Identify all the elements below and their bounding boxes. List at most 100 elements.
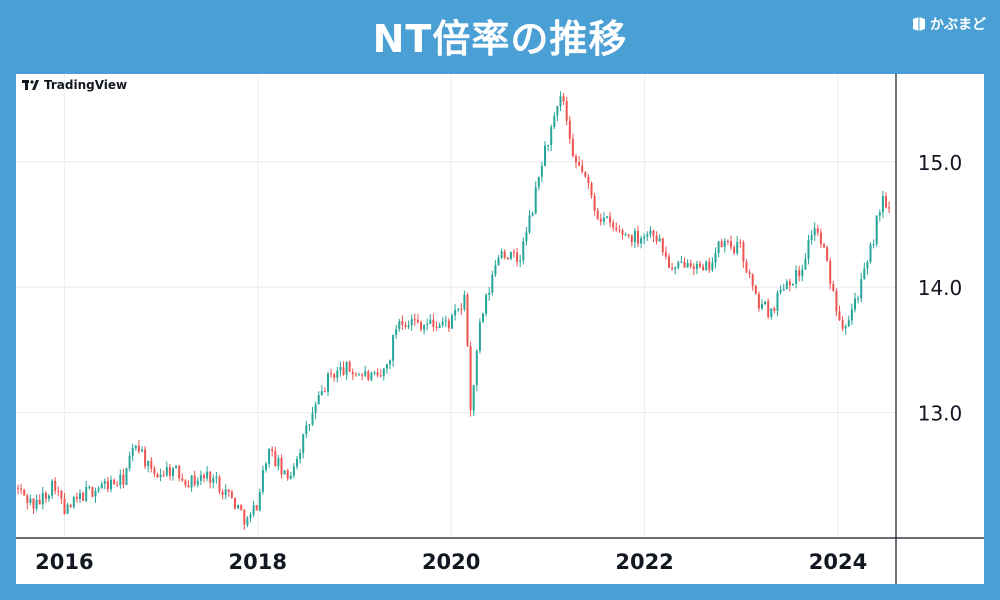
- candle-body: [172, 468, 174, 476]
- candle-body: [785, 281, 788, 290]
- candle-body: [705, 261, 708, 271]
- candle-body: [373, 372, 376, 374]
- candle-body: [175, 465, 178, 469]
- tradingview-label: TradingView: [44, 78, 128, 92]
- chart-panel[interactable]: 13.0 14.0 15.0 2016 2018 2020 2022 2024 Trading…: [16, 74, 984, 584]
- candle-body: [838, 311, 841, 321]
- candle-body: [116, 484, 119, 486]
- candle-body: [875, 215, 878, 245]
- candle-body: [317, 395, 320, 405]
- candle-body: [367, 371, 370, 380]
- candle-body: [637, 230, 639, 244]
- candle-body: [829, 260, 832, 285]
- tradingview-logo: TradingView: [22, 78, 127, 92]
- candle-body: [398, 321, 401, 330]
- candle-body: [739, 242, 742, 244]
- candle-body: [125, 468, 128, 485]
- candle-body: [850, 309, 853, 321]
- candle-body: [801, 269, 804, 277]
- candle-body: [206, 471, 209, 479]
- candle-body: [488, 292, 491, 295]
- candle-body: [348, 362, 351, 372]
- candle-body: [110, 479, 112, 490]
- candle-body: [643, 236, 646, 239]
- candle-body: [20, 488, 23, 490]
- candle-body: [658, 238, 661, 242]
- candle-body: [376, 372, 379, 376]
- candle-body: [404, 324, 407, 327]
- candle-body: [581, 165, 584, 172]
- candle-body: [426, 324, 429, 326]
- candle-body: [708, 261, 711, 271]
- candle-body: [187, 485, 190, 488]
- candle-body: [702, 266, 705, 271]
- candle-body: [364, 371, 367, 376]
- candle-body: [733, 247, 736, 254]
- candle-body: [209, 471, 212, 483]
- candle-body: [844, 326, 847, 329]
- candle-body: [314, 404, 317, 413]
- candle-body: [674, 267, 677, 270]
- candle-body: [451, 315, 453, 329]
- candle-body: [420, 322, 422, 330]
- candle-body: [565, 101, 568, 121]
- candle-body: [432, 319, 435, 327]
- candle-body: [354, 374, 357, 376]
- candle-body: [230, 491, 233, 498]
- candle-body: [519, 260, 522, 262]
- candle-body: [513, 251, 515, 253]
- candle-body: [599, 218, 602, 222]
- candle-body: [500, 251, 503, 258]
- candle-body: [761, 304, 763, 309]
- candle-body: [342, 367, 345, 375]
- candle-body: [776, 292, 779, 311]
- candle-body: [137, 445, 140, 452]
- candle-body: [441, 321, 444, 325]
- candle-body: [361, 374, 364, 376]
- chart-title: NT倍率の推移: [372, 17, 628, 61]
- brand-mark-icon: [913, 17, 925, 31]
- candle-body: [627, 234, 630, 236]
- candle-body: [156, 473, 159, 478]
- candle-body: [618, 229, 621, 231]
- candle-body: [423, 324, 426, 330]
- candle-body: [550, 126, 553, 146]
- candle-body: [556, 105, 559, 116]
- candle-body: [119, 474, 122, 486]
- candle-body: [277, 458, 280, 467]
- candle-body: [847, 320, 850, 327]
- candle-body: [261, 470, 264, 492]
- candle-body: [265, 463, 267, 471]
- candle-body: [686, 263, 689, 268]
- candle-body: [320, 391, 323, 396]
- candle-body: [807, 239, 810, 259]
- candle-body: [671, 267, 674, 270]
- candle-body: [537, 176, 540, 188]
- candle-body: [212, 478, 215, 483]
- candle-body: [268, 449, 271, 464]
- candle-body: [351, 371, 354, 375]
- candle-body: [246, 518, 249, 525]
- candle-body: [857, 298, 860, 300]
- candle-body: [258, 491, 261, 511]
- candle-body: [819, 232, 822, 245]
- candle-body: [841, 320, 844, 329]
- candle-body: [274, 451, 277, 467]
- candle-body: [243, 509, 246, 525]
- candle-body: [150, 460, 153, 469]
- candle-body: [469, 346, 472, 411]
- candle-body: [327, 373, 329, 392]
- candle-body: [568, 120, 571, 139]
- candle-body: [240, 504, 243, 510]
- candle-body: [754, 285, 757, 294]
- candle-body: [57, 490, 60, 492]
- candle-body: [835, 290, 838, 312]
- candle-body: [460, 308, 463, 310]
- candle-body: [379, 375, 382, 377]
- candle-body: [630, 235, 633, 243]
- candle-body: [661, 238, 664, 253]
- candle-body: [534, 187, 537, 214]
- candlestick-chart[interactable]: 13.0 14.0 15.0 2016 2018 2020 2022 2024: [16, 74, 984, 584]
- candle-body: [503, 251, 506, 258]
- candle-body: [478, 321, 481, 351]
